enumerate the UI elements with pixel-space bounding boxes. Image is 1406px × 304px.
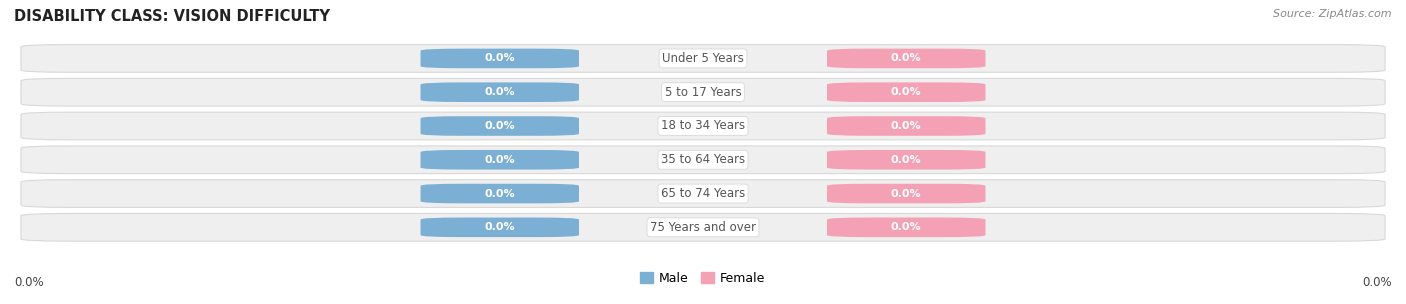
FancyBboxPatch shape [827,116,986,136]
Text: 0.0%: 0.0% [891,54,921,64]
FancyBboxPatch shape [420,49,579,68]
Text: 0.0%: 0.0% [891,222,921,232]
Text: 0.0%: 0.0% [891,87,921,97]
FancyBboxPatch shape [827,184,986,203]
Text: 0.0%: 0.0% [891,121,921,131]
Text: 0.0%: 0.0% [485,121,515,131]
Text: 0.0%: 0.0% [485,155,515,165]
Text: 0.0%: 0.0% [1362,276,1392,289]
Text: 0.0%: 0.0% [891,155,921,165]
FancyBboxPatch shape [420,82,579,102]
FancyBboxPatch shape [827,218,986,237]
FancyBboxPatch shape [827,49,986,68]
Text: 0.0%: 0.0% [14,276,44,289]
Text: 0.0%: 0.0% [485,188,515,199]
FancyBboxPatch shape [420,184,579,203]
FancyBboxPatch shape [21,45,1385,72]
Text: 0.0%: 0.0% [485,222,515,232]
FancyBboxPatch shape [827,82,986,102]
Text: 75 Years and over: 75 Years and over [650,221,756,234]
Text: 0.0%: 0.0% [485,87,515,97]
Text: DISABILITY CLASS: VISION DIFFICULTY: DISABILITY CLASS: VISION DIFFICULTY [14,9,330,24]
Legend: Male, Female: Male, Female [636,267,770,290]
Text: 0.0%: 0.0% [485,54,515,64]
Text: 5 to 17 Years: 5 to 17 Years [665,86,741,99]
FancyBboxPatch shape [21,112,1385,140]
FancyBboxPatch shape [21,146,1385,174]
FancyBboxPatch shape [827,150,986,170]
FancyBboxPatch shape [420,218,579,237]
Text: Under 5 Years: Under 5 Years [662,52,744,65]
Text: Source: ZipAtlas.com: Source: ZipAtlas.com [1274,9,1392,19]
Text: 35 to 64 Years: 35 to 64 Years [661,153,745,166]
FancyBboxPatch shape [21,213,1385,241]
Text: 18 to 34 Years: 18 to 34 Years [661,119,745,133]
FancyBboxPatch shape [420,116,579,136]
Text: 0.0%: 0.0% [891,188,921,199]
FancyBboxPatch shape [420,150,579,170]
Text: 65 to 74 Years: 65 to 74 Years [661,187,745,200]
FancyBboxPatch shape [21,78,1385,106]
FancyBboxPatch shape [21,180,1385,207]
